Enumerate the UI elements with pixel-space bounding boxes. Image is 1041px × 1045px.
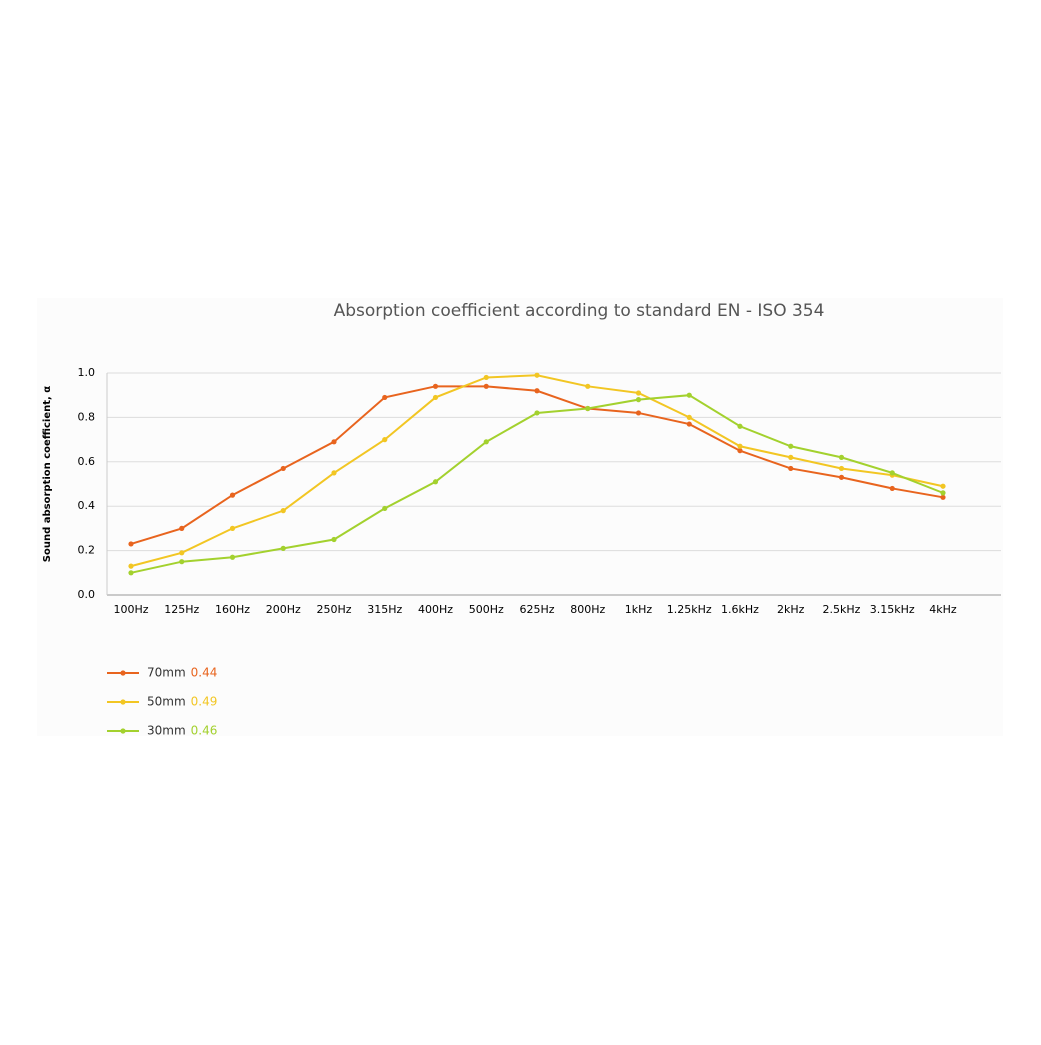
data-point bbox=[585, 405, 591, 412]
data-point bbox=[788, 443, 794, 449]
legend-label: 70mm bbox=[147, 666, 186, 680]
data-point bbox=[229, 554, 236, 560]
data-point bbox=[382, 505, 388, 512]
legend-value: 0.44 bbox=[191, 666, 218, 680]
x-tick-label: 1kHz bbox=[625, 603, 653, 616]
chart-title: Absorption coefficient according to stan… bbox=[334, 301, 825, 321]
legend-label: 30mm bbox=[147, 724, 186, 738]
legend-value: 0.49 bbox=[191, 695, 218, 709]
x-tick-label: 3.15kHz bbox=[870, 603, 915, 616]
data-point bbox=[179, 525, 185, 532]
legend-marker bbox=[120, 670, 126, 676]
data-point bbox=[635, 410, 642, 416]
x-tick-label: 400Hz bbox=[418, 603, 453, 616]
data-point bbox=[331, 439, 337, 445]
data-point bbox=[483, 374, 489, 381]
data-point bbox=[280, 545, 286, 551]
x-tick-label: 625Hz bbox=[519, 603, 554, 616]
data-point bbox=[229, 492, 236, 498]
data-point bbox=[179, 559, 185, 565]
data-point bbox=[483, 383, 489, 389]
x-tick-label: 1.6kHz bbox=[721, 603, 759, 616]
y-tick-label: 0.6 bbox=[78, 455, 96, 468]
data-point bbox=[432, 479, 439, 485]
data-point bbox=[483, 439, 489, 445]
legend-marker bbox=[120, 699, 126, 705]
data-point bbox=[940, 490, 946, 496]
data-point bbox=[788, 465, 794, 472]
data-point bbox=[635, 390, 642, 396]
data-point bbox=[838, 474, 845, 480]
x-tick-label: 1.25kHz bbox=[667, 603, 712, 616]
x-tick-label: 250Hz bbox=[316, 603, 351, 616]
legend-value: 0.46 bbox=[191, 724, 218, 738]
data-point bbox=[331, 536, 337, 543]
x-tick-label: 160Hz bbox=[215, 603, 250, 616]
legend-label: 50mm bbox=[147, 695, 186, 709]
x-tick-label: 500Hz bbox=[469, 603, 504, 616]
data-point bbox=[128, 570, 134, 576]
y-axis-title: Sound absorption coefficient, α bbox=[42, 386, 53, 562]
data-point bbox=[737, 448, 743, 454]
data-point bbox=[229, 525, 236, 532]
data-point bbox=[534, 388, 540, 394]
y-tick-label: 1.0 bbox=[78, 366, 96, 379]
data-point bbox=[585, 383, 591, 389]
y-tick-label: 0.0 bbox=[78, 588, 96, 601]
data-point bbox=[432, 394, 439, 401]
data-point bbox=[686, 421, 692, 427]
x-tick-label: 315Hz bbox=[367, 603, 402, 616]
y-tick-label: 0.2 bbox=[78, 544, 96, 557]
data-point bbox=[179, 550, 185, 556]
x-tick-label: 125Hz bbox=[164, 603, 199, 616]
x-tick-label: 200Hz bbox=[266, 603, 301, 616]
y-tick-label: 0.4 bbox=[78, 499, 96, 512]
data-point bbox=[534, 410, 540, 416]
data-point bbox=[838, 465, 845, 472]
data-point bbox=[382, 394, 388, 401]
data-point bbox=[889, 470, 895, 476]
x-tick-label: 2.5kHz bbox=[823, 603, 861, 616]
data-point bbox=[889, 485, 895, 492]
x-tick-label: 800Hz bbox=[570, 603, 605, 616]
data-point bbox=[737, 423, 743, 429]
data-point bbox=[128, 541, 134, 547]
data-point bbox=[686, 392, 692, 398]
x-tick-label: 4kHz bbox=[929, 603, 957, 616]
data-point bbox=[686, 414, 692, 420]
y-tick-label: 0.8 bbox=[78, 410, 96, 423]
data-point bbox=[788, 454, 794, 460]
data-point bbox=[331, 470, 337, 476]
data-point bbox=[280, 508, 286, 514]
data-point bbox=[280, 465, 286, 472]
data-point bbox=[838, 454, 845, 460]
data-point bbox=[534, 372, 540, 378]
data-point bbox=[940, 483, 946, 489]
data-point bbox=[635, 397, 642, 403]
data-point bbox=[432, 383, 439, 389]
legend-marker bbox=[120, 728, 126, 734]
data-point bbox=[128, 563, 134, 569]
data-point bbox=[382, 437, 388, 443]
x-tick-label: 2kHz bbox=[777, 603, 805, 616]
data-point bbox=[940, 494, 946, 500]
data-point bbox=[737, 443, 743, 449]
x-tick-label: 100Hz bbox=[113, 603, 148, 616]
